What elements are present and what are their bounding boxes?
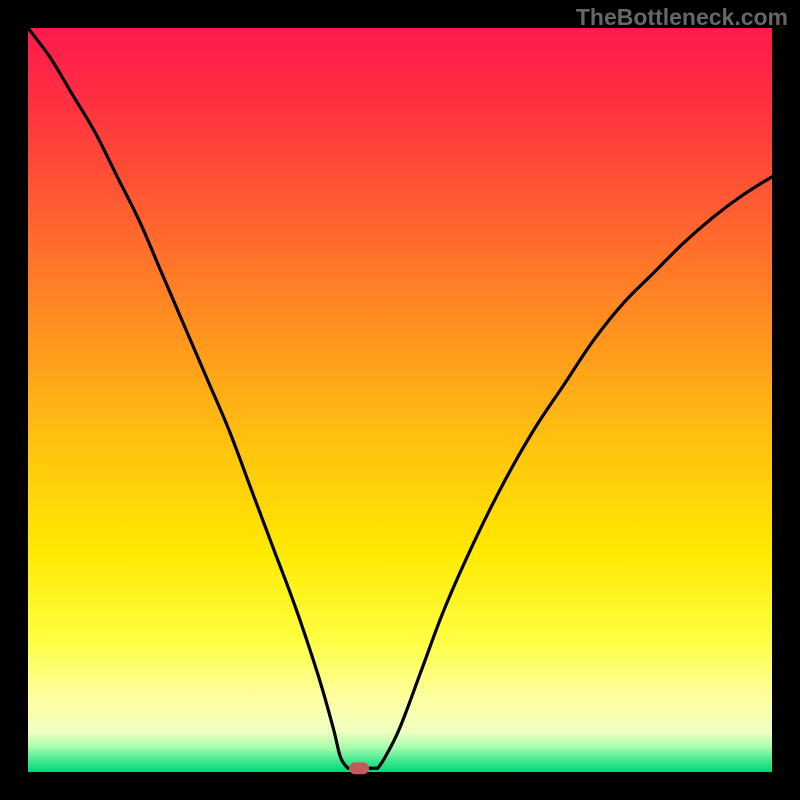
watermark-text: TheBottleneck.com (576, 4, 788, 31)
optimum-marker (349, 762, 369, 774)
bottleneck-chart (0, 0, 800, 800)
chart-container: TheBottleneck.com (0, 0, 800, 800)
chart-background (28, 28, 772, 772)
